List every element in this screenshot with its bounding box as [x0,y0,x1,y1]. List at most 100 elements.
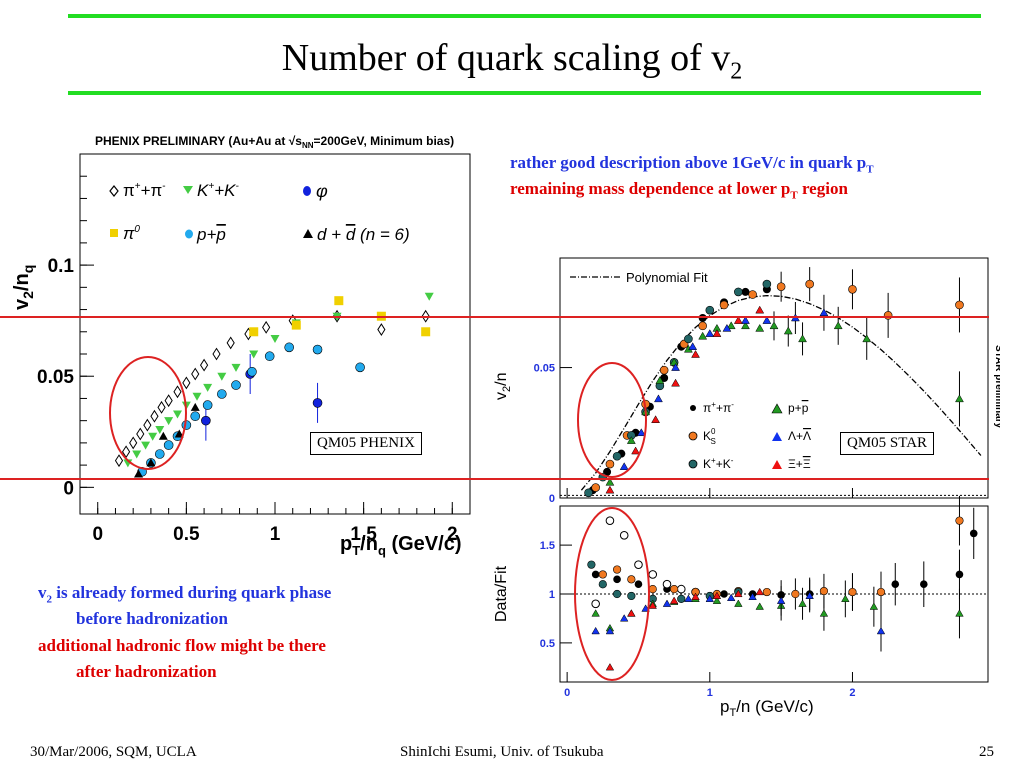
ratio-point-p-p- [712,596,722,604]
phenix-point-- [249,327,259,337]
star-point-k-s [605,459,615,469]
ratio-y-axis-label: Data/Fit [493,565,510,622]
phenix-point-- [226,336,235,350]
phenix-legend: π++π- K++K- φ π0 p+p d + d (n = 6) [109,181,410,244]
phenix-point-d-d-n-6- [134,469,143,478]
phenix-plot-frame [79,153,471,515]
legend-label-kaon: K++K- [197,181,239,200]
phenix-point-- [173,385,182,399]
phenix-point-- [199,358,209,372]
ratio-point-- [748,592,757,600]
ratio-point-k-s [627,575,636,584]
legend-label-phi: φ [316,181,328,201]
highlight-line-lower [0,478,989,480]
ratio-point-k-s [648,585,657,594]
svg-text:Polynomial Fit: Polynomial Fit [626,270,708,285]
phenix-point-p-p- [264,351,275,362]
ratio-point-- [605,626,615,635]
phenix-point-k-k- [164,417,174,426]
title-rule-bottom [68,91,981,95]
ratio-point--open- [662,579,672,589]
star-x-tick-label: 1 [707,687,713,699]
note-bottom-line1: v2 is already formed during quark phase [38,583,332,606]
phenix-point-p-p- [231,380,241,390]
star-y-axis-label: v2/n [493,373,513,400]
phenix-point-k-k- [424,292,434,301]
star-legend-fit: Polynomial Fit [570,270,708,285]
legend-marker-star-pion [690,405,696,411]
star-point-k-s [776,282,786,291]
ratio-point-k-s [955,516,964,525]
footer-right: 25 [979,744,994,760]
phenix-point-- [312,398,323,408]
ratio-point-- [691,592,700,600]
qm05-star-label: QM05 STAR [840,432,935,455]
phenix-point-k-k- [270,334,280,343]
ratio-point--open- [591,599,600,609]
ratio-point-- [891,580,900,589]
ratio-point-p-p- [869,602,879,610]
ratio-point-k-k- [587,560,596,569]
ratio-point-k-k- [627,591,636,601]
ratio-point-- [969,529,978,538]
star-point-- [636,428,646,437]
phenix-x-axis-label: pT/nq (GeV/c) [340,533,461,558]
star-point-k-s [748,290,757,299]
phenix-point-- [212,347,221,361]
legend-marker-phi [303,186,311,196]
phenix-point-- [114,454,124,468]
ratio-point-k-s [848,587,857,597]
title-subscript: 2 [730,58,743,85]
phenix-x-tick-label: 0 [92,524,103,545]
phenix-point-- [191,367,200,381]
legend-marker-star-lambda [772,432,782,441]
footer-left: 30/Mar/2006, SQM, UCLA [30,744,197,760]
ratio-point-- [634,580,643,589]
phenix-point-- [334,296,344,306]
phenix-point-d-d-n-6- [190,402,200,411]
phenix-point-p-p- [247,366,257,377]
phenix-point-- [182,376,191,390]
phenix-point-- [421,309,430,323]
phenix-highlight-ellipse [109,356,187,470]
ratio-point-k-k- [612,589,622,599]
star-point-k-s [698,321,707,331]
legend-label-star-pion: π++π- [703,400,734,415]
note-top-line1: rather good description above 1GeV/c in … [510,153,874,176]
ratio-point--open- [676,584,686,594]
phenix-point-- [150,409,159,423]
legend-label-star-lambda: Λ+Λ [788,429,811,443]
phenix-point-d-d-n-6- [158,431,168,440]
star-point-p-p- [669,357,679,366]
phenix-point-k-k- [249,350,259,359]
phenix-point-k-k- [155,426,165,435]
ratio-point-p-p- [591,609,600,617]
star-upper-frame [559,257,989,499]
phenix-point-k-k- [141,441,151,450]
ratio-point--open- [634,560,643,569]
phenix-point-p-p- [217,389,227,399]
ratio-point-p-p- [841,594,850,602]
star-point-k-s [659,365,669,375]
phenix-y-tick-label: 0.05 [37,367,74,388]
highlight-line-upper [0,316,989,318]
ratio-point--open- [619,531,629,540]
phenix-point-k-k- [148,432,158,441]
note-bottom-line2: before hadronization [76,609,228,628]
ratio-point-k-s [819,586,829,596]
phenix-point-k-k- [203,383,213,392]
star-point-p-p- [605,477,615,486]
note-top-line2: remaining mass dependence at lower pT re… [510,179,848,202]
star-point-- [660,374,669,382]
phenix-y-tick-label: 0.1 [48,256,75,277]
star-point-- [741,316,750,324]
phenix-point-d-d-n-6- [146,458,156,467]
star-point-- [605,485,615,494]
ratio-point-- [619,614,629,622]
legend-marker-kaon [183,186,193,194]
ratio-point-k-s [762,587,771,597]
phenix-point-k-k- [217,372,227,381]
legend-marker-star-k0s [688,431,698,441]
note-bottom-line3: additional hadronic flow might be there [38,636,326,655]
phenix-point-p-p- [190,411,201,422]
